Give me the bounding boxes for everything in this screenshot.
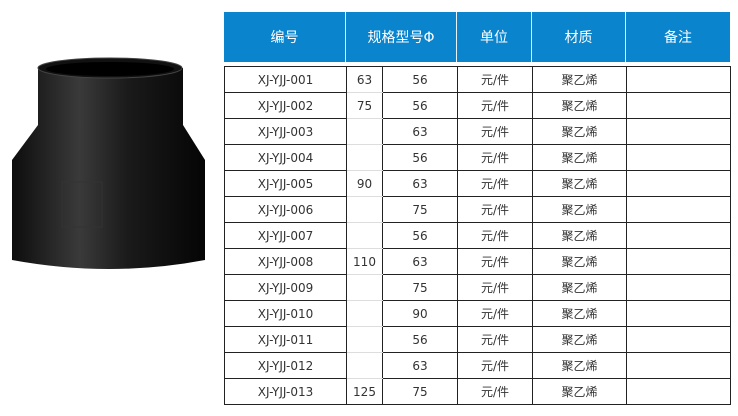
cell-spec-major: 90 [346,170,383,197]
cell-spec-minor: 56 [382,92,458,119]
cell-remark [626,144,731,171]
cell-remark [626,378,731,405]
table-row: XJ-YJJ-004 56 元/件 聚乙烯 [224,144,731,171]
table-row: XJ-YJJ-001 63 56 元/件 聚乙烯 [224,66,731,93]
cell-spec-major [346,196,383,223]
cell-id: XJ-YJJ-002 [224,92,347,119]
cell-id: XJ-YJJ-012 [224,352,347,379]
cell-remark [626,170,731,197]
cell-remark [626,92,731,119]
cell-id: XJ-YJJ-005 [224,170,347,197]
header-spec: 规格型号Φ [346,12,457,62]
table-row: XJ-YJJ-002 75 56 元/件 聚乙烯 [224,92,731,119]
cell-material: 聚乙烯 [532,92,627,119]
cell-material: 聚乙烯 [532,144,627,171]
table-row: XJ-YJJ-009 75 元/件 聚乙烯 [224,274,731,301]
cell-material: 聚乙烯 [532,170,627,197]
cell-spec-minor: 63 [382,118,458,145]
cell-spec-major [346,300,383,327]
cell-remark [626,274,731,301]
cell-remark [626,326,731,353]
cell-spec-major [346,326,383,353]
cell-material: 聚乙烯 [532,222,627,249]
cell-id: XJ-YJJ-010 [224,300,347,327]
cell-spec-minor: 56 [382,144,458,171]
cell-spec-minor: 56 [382,222,458,249]
cell-spec-major: 110 [346,248,383,275]
cell-material: 聚乙烯 [532,118,627,145]
table-row: XJ-YJJ-005 90 63 元/件 聚乙烯 [224,170,731,197]
cell-id: XJ-YJJ-003 [224,118,347,145]
table-row: XJ-YJJ-006 75 元/件 聚乙烯 [224,196,731,223]
cell-material: 聚乙烯 [532,274,627,301]
cell-remark [626,300,731,327]
cell-spec-major [346,352,383,379]
cell-remark [626,222,731,249]
cell-unit: 元/件 [457,118,533,145]
cell-remark [626,196,731,223]
pipe-reducer-image [12,57,205,269]
cell-material: 聚乙烯 [532,326,627,353]
header-remark: 备注 [664,30,692,46]
cell-spec-major [346,118,383,145]
cell-id: XJ-YJJ-008 [224,248,347,275]
cell-id: XJ-YJJ-013 [224,378,347,405]
cell-id: XJ-YJJ-004 [224,144,347,171]
cell-spec-minor: 63 [382,248,458,275]
table-row: XJ-YJJ-007 56 元/件 聚乙烯 [224,222,731,249]
cell-spec-minor: 75 [382,274,458,301]
cell-unit: 元/件 [457,144,533,171]
cell-unit: 元/件 [457,274,533,301]
cell-spec-minor: 63 [382,170,458,197]
cell-spec-minor: 56 [382,66,458,93]
cell-spec-minor: 56 [382,326,458,353]
cell-spec-major: 75 [346,92,383,119]
cell-id: XJ-YJJ-006 [224,196,347,223]
cell-spec-major: 125 [346,378,383,405]
cell-unit: 元/件 [457,92,533,119]
table-row: XJ-YJJ-003 63 元/件 聚乙烯 [224,118,731,145]
header-id: 编号 [224,12,346,62]
cell-id: XJ-YJJ-001 [224,66,347,93]
cell-material: 聚乙烯 [532,66,627,93]
cell-spec-minor: 75 [382,378,458,405]
table-row: XJ-YJJ-010 90 元/件 聚乙烯 [224,300,731,327]
header-unit: 单位 [457,12,532,62]
cell-material: 聚乙烯 [532,248,627,275]
cell-remark [626,118,731,145]
cell-remark [626,66,731,93]
cell-material: 聚乙烯 [532,378,627,405]
cell-unit: 元/件 [457,66,533,93]
cell-spec-minor: 63 [382,352,458,379]
cell-unit: 元/件 [457,222,533,249]
cell-spec-major [346,274,383,301]
cell-material: 聚乙烯 [532,352,627,379]
cell-unit: 元/件 [457,170,533,197]
cell-spec-minor: 75 [382,196,458,223]
cell-unit: 元/件 [457,300,533,327]
cell-material: 聚乙烯 [532,196,627,223]
cell-unit: 元/件 [457,378,533,405]
table-row: XJ-YJJ-013 125 75 元/件 聚乙烯 [224,378,731,405]
cell-remark [626,352,731,379]
cell-unit: 元/件 [457,326,533,353]
cell-unit: 元/件 [457,196,533,223]
cell-remark [626,248,731,275]
cell-unit: 元/件 [457,248,533,275]
cell-id: XJ-YJJ-011 [224,326,347,353]
spec-table: XJ-YJJ-001 63 56 元/件 聚乙烯 XJ-YJJ-002 75 56 元/件 聚乙烯… [224,66,731,405]
cell-spec-major [346,222,383,249]
table-row: XJ-YJJ-008 110 63 元/件 聚乙烯 [224,248,731,275]
cell-id: XJ-YJJ-009 [224,274,347,301]
table-row: XJ-YJJ-011 56 元/件 聚乙烯 [224,326,731,353]
cell-spec-minor: 90 [382,300,458,327]
header-material: 材质 [532,12,626,62]
table-header: 编号 规格型号Φ 单位 材质 备注 [224,12,730,62]
cell-spec-major: 63 [346,66,383,93]
cell-unit: 元/件 [457,352,533,379]
table-row: XJ-YJJ-012 63 元/件 聚乙烯 [224,352,731,379]
cell-id: XJ-YJJ-007 [224,222,347,249]
cell-material: 聚乙烯 [532,300,627,327]
cell-spec-major [346,144,383,171]
